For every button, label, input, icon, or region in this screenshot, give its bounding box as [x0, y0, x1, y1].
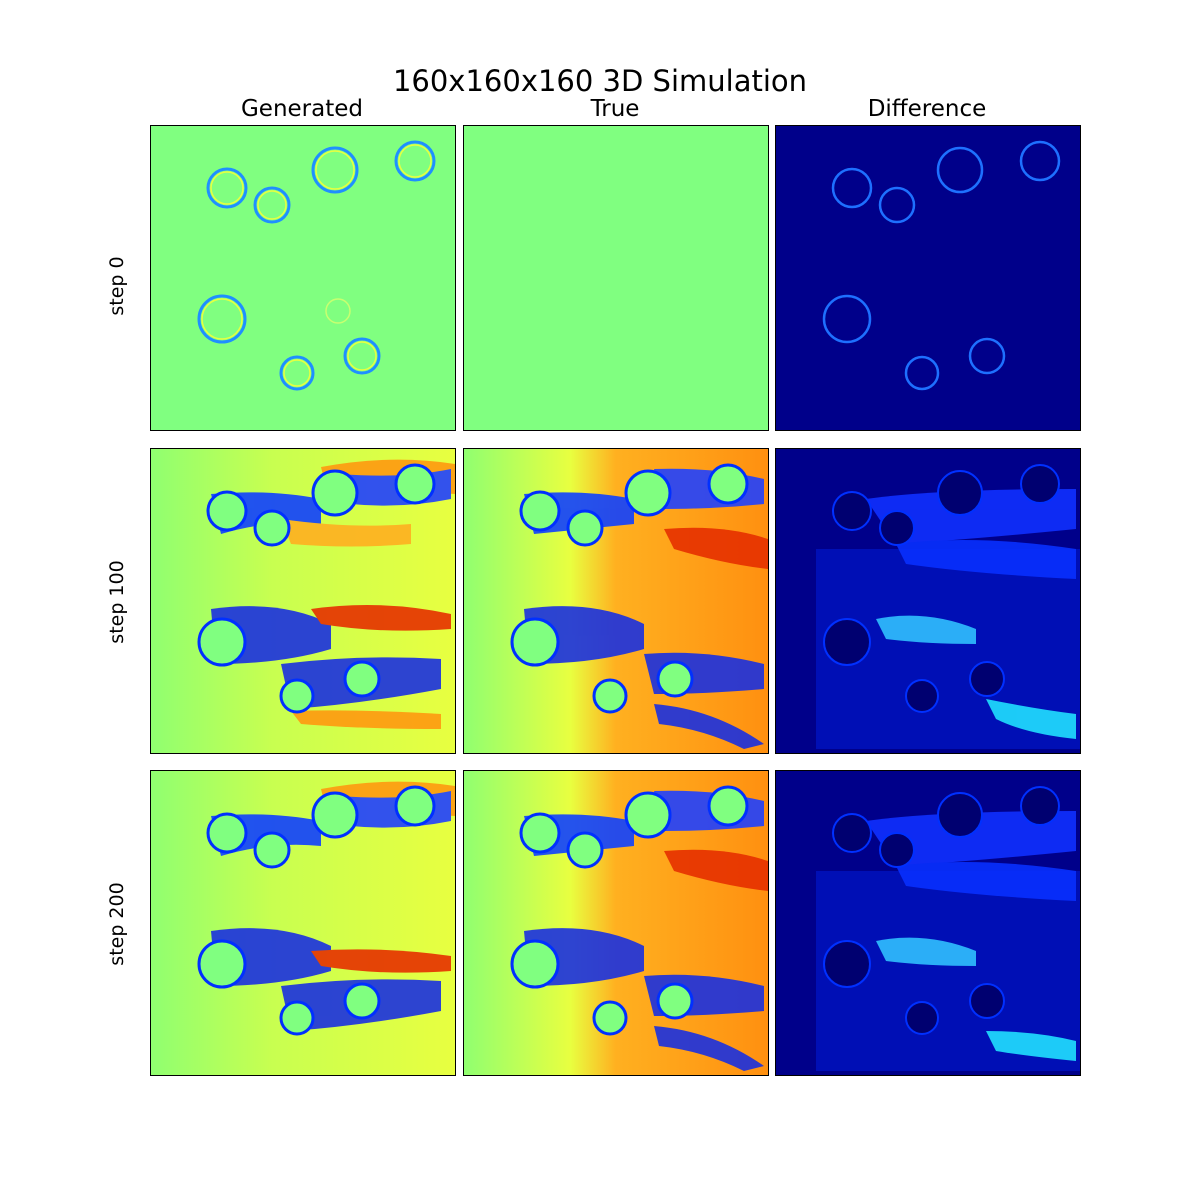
row-header-step-100: step 100	[106, 560, 128, 644]
row-header-step-0: step 0	[106, 256, 128, 316]
column-header-true: True	[590, 96, 640, 122]
row-header-step-200: step 200	[106, 882, 128, 966]
panel-difference-step-0	[775, 125, 1081, 431]
panel-generated-step-100	[150, 448, 456, 754]
panel-generated-step-200	[150, 770, 456, 1076]
panel-true-step-200	[463, 770, 769, 1076]
panel-difference-step-100	[775, 448, 1081, 754]
figure-title: 160x160x160 3D Simulation	[392, 64, 808, 98]
panel-difference-step-200	[775, 770, 1081, 1076]
panel-true-step-0	[463, 125, 769, 431]
panel-generated-step-0	[150, 125, 456, 431]
panel-true-step-100	[463, 448, 769, 754]
column-header-difference: Difference	[867, 96, 987, 122]
column-header-generated: Generated	[240, 96, 364, 122]
